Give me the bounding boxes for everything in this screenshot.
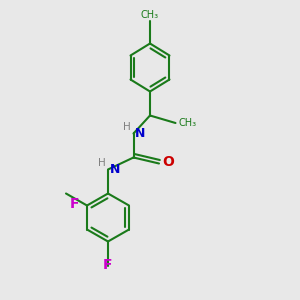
- Text: N: N: [135, 127, 146, 140]
- Text: H: H: [123, 122, 131, 132]
- Text: CH₃: CH₃: [178, 118, 196, 128]
- Text: O: O: [163, 155, 175, 169]
- Text: CH₃: CH₃: [141, 10, 159, 20]
- Text: H: H: [98, 158, 106, 168]
- Text: F: F: [103, 258, 113, 272]
- Text: N: N: [110, 163, 120, 176]
- Text: F: F: [70, 197, 80, 211]
